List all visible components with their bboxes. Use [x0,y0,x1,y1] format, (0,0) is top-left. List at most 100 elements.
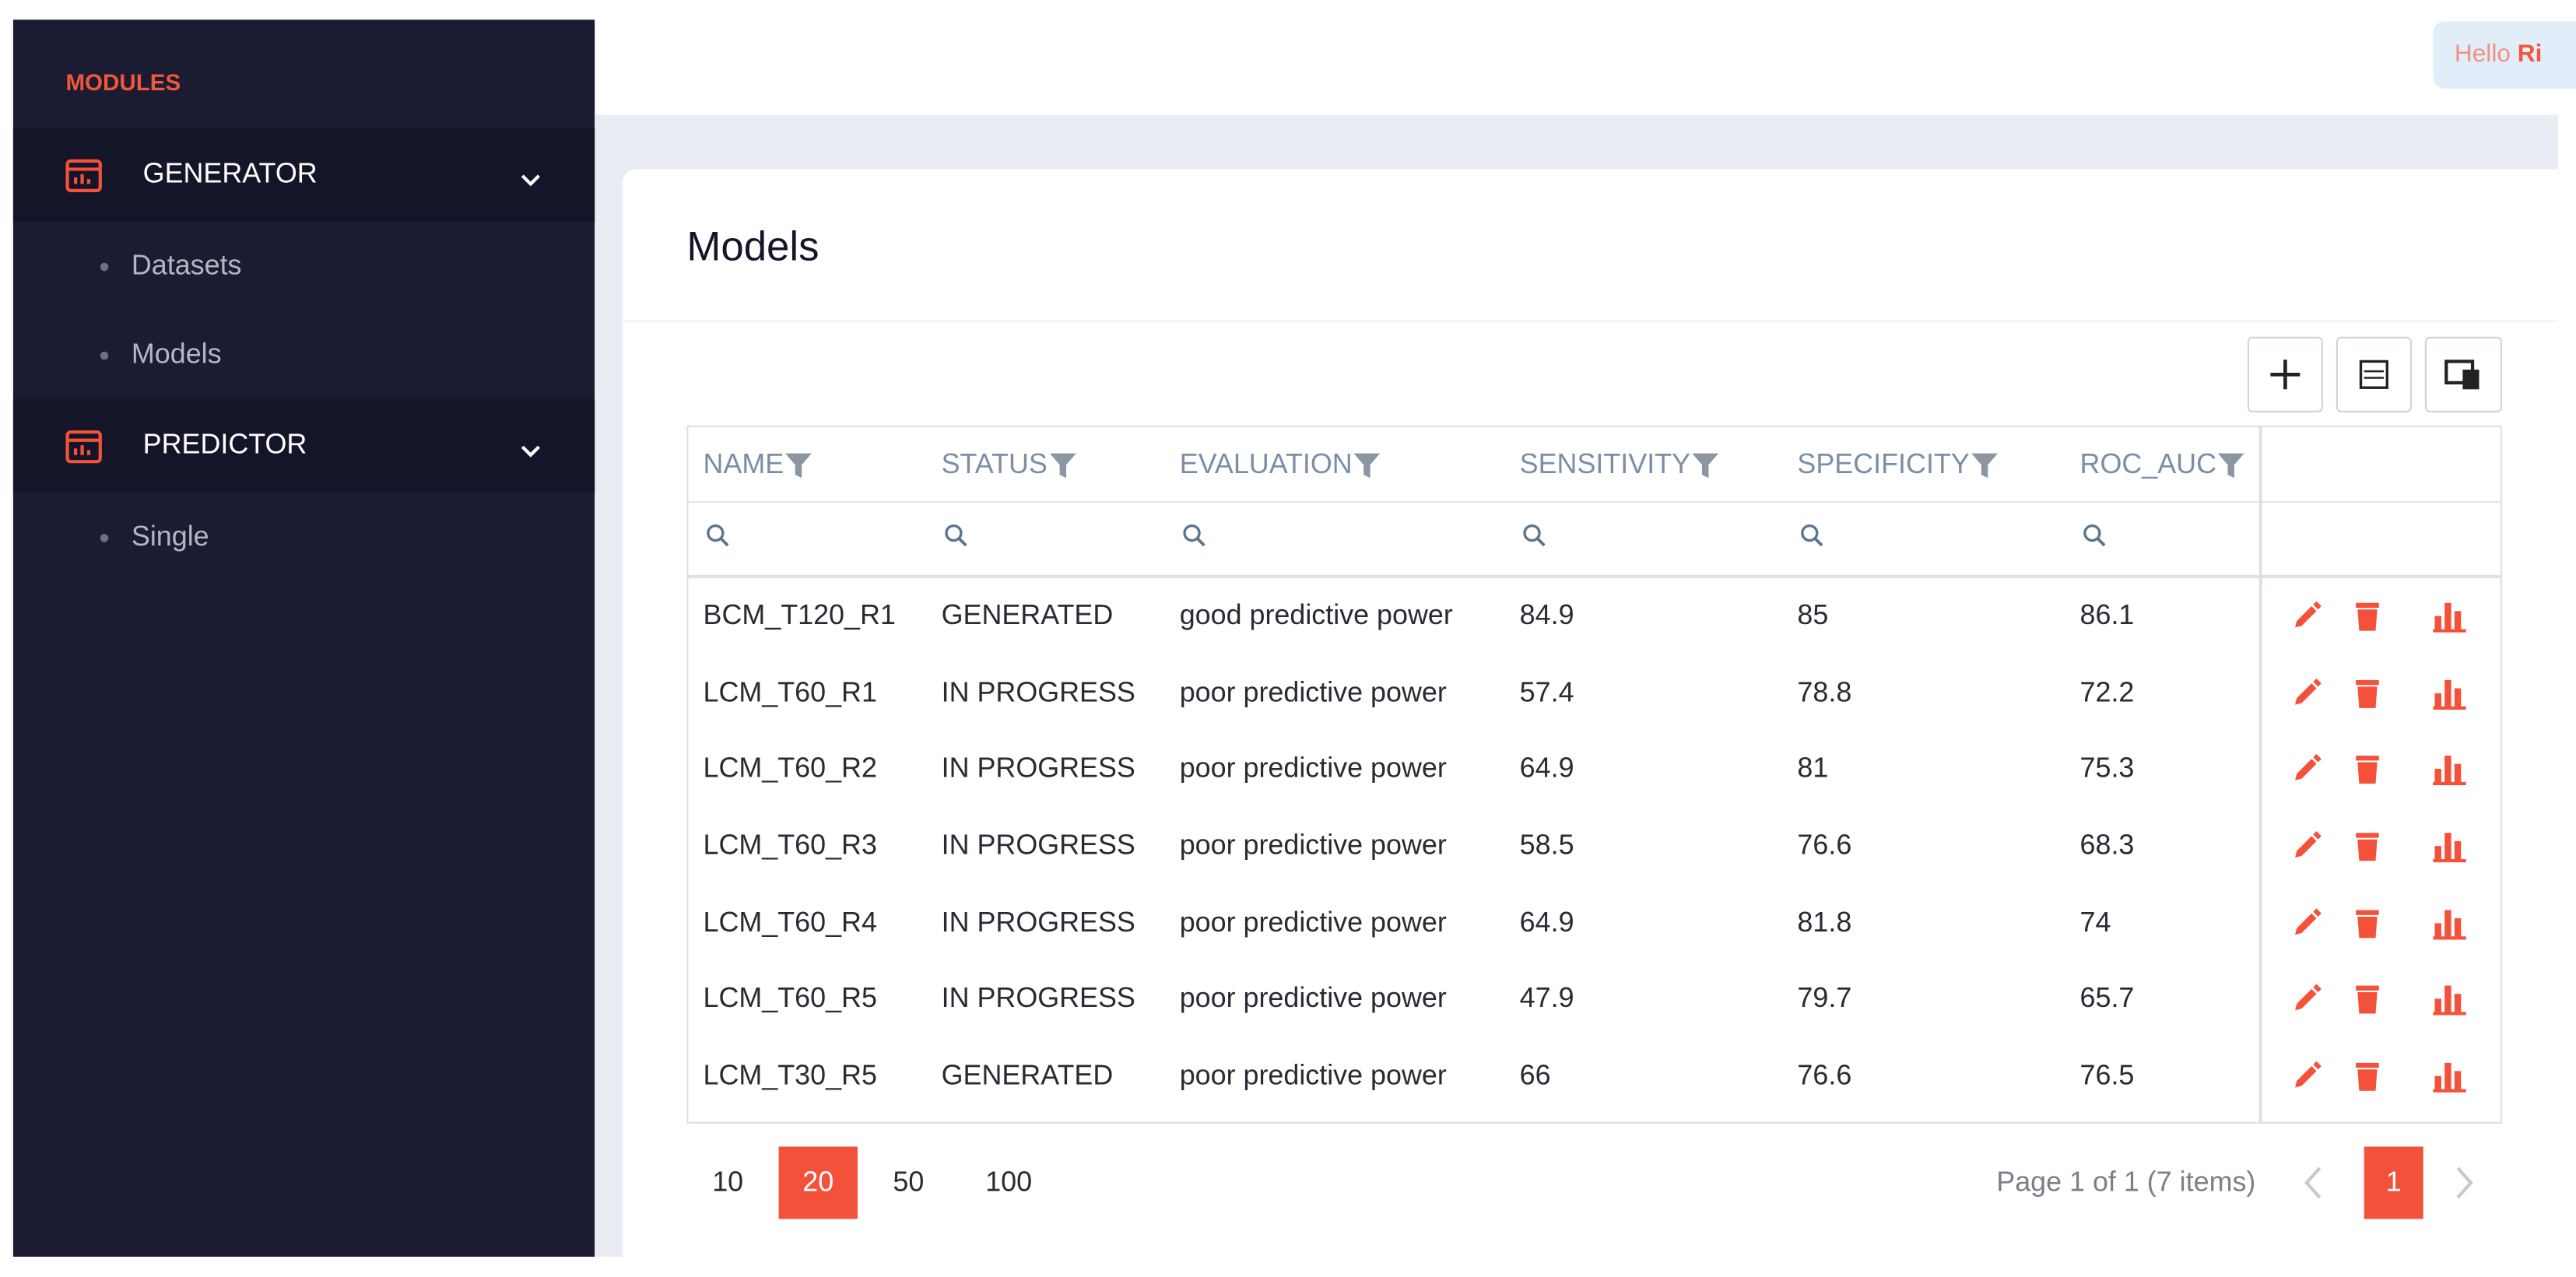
chart-button[interactable] [2431,753,2467,786]
menu-chevron [519,167,542,187]
page-size[interactable]: 50 [893,1166,925,1198]
edit-button[interactable] [2290,983,2326,1016]
table-cell: 66 [1519,1059,1551,1091]
column-filter[interactable] [784,450,813,479]
column-filter[interactable] [1048,450,1077,479]
column-header[interactable]: EVALUATION [1180,448,1382,481]
edit-button[interactable] [2290,830,2326,862]
page-size-active [778,1146,858,1219]
filter-icon [785,453,812,479]
column-search[interactable] [1521,522,1548,549]
export-xlsx-button[interactable] [2336,336,2412,412]
edit-button[interactable] [2290,1060,2326,1093]
edit-button[interactable] [2290,600,2326,633]
chart-button[interactable] [2431,600,2467,633]
table-cell: LCM_T30_R5 [703,1059,877,1091]
table-cell: 65.7 [2079,983,2135,1015]
table-cell: 75.3 [2079,753,2135,784]
edit-button[interactable] [2290,907,2326,939]
chart-button[interactable] [2431,907,2467,939]
delete-button[interactable] [2351,600,2387,633]
table-cell: IN PROGRESS [941,906,1135,938]
edit-button[interactable] [2290,676,2326,709]
column-search[interactable] [2082,522,2108,549]
column-search[interactable] [943,522,970,549]
menu-bullet [100,262,109,272]
table-cell: 64.9 [1519,906,1574,938]
column-filter[interactable] [1690,450,1720,479]
delete-icon [2356,833,2379,861]
delete-button[interactable] [2351,1060,2387,1093]
table-cell: 86.1 [2079,599,2135,631]
table-cell: IN PROGRESS [941,830,1135,861]
menu-group[interactable] [12,128,595,222]
filter-icon [1971,453,1998,479]
table-cell: 79.7 [1797,983,1852,1015]
user-name: Ri [2517,40,2543,68]
prev-icon [2304,1166,2322,1199]
column-search[interactable] [1181,522,1208,549]
table-cell: LCM_T60_R1 [703,676,877,708]
menu-bullet [100,534,109,542]
table-cell: 57.4 [1519,676,1574,708]
page-size[interactable]: 100 [985,1166,1033,1198]
column-title: EVALUATION [1179,448,1353,480]
grid-line [2258,426,2262,1122]
table-cell: IN PROGRESS [941,676,1135,708]
edit-icon [2295,831,2322,858]
menu-group-label: PREDICTOR [142,428,307,461]
menu-group[interactable] [12,398,595,493]
chart-button[interactable] [2431,676,2467,710]
menu-item[interactable]: Datasets [131,249,242,281]
edit-button[interactable] [2290,753,2326,786]
delete-button[interactable] [2351,983,2387,1016]
edit-icon [2295,984,2322,1011]
edit-icon [2295,754,2322,781]
column-title: ROC_AUC [2079,448,2217,480]
current-page-box[interactable] [2364,1146,2423,1219]
table-cell: 81 [1797,753,1829,784]
column-header[interactable]: SENSITIVITY [1520,448,1720,481]
chart-button[interactable] [2431,1060,2467,1093]
chart-icon [2433,986,2466,1016]
chart-icon [2433,679,2466,710]
xlsx-icon [2359,360,2388,389]
table-cell: 81.8 [1797,906,1852,938]
delete-button[interactable] [2351,830,2387,862]
prev-page[interactable] [2300,1165,2326,1201]
delete-button[interactable] [2351,676,2387,709]
column-filter[interactable] [1353,450,1382,479]
page-size[interactable]: 10 [712,1166,744,1198]
column-chooser-button[interactable] [2424,336,2503,412]
column-filter[interactable] [1970,450,1999,479]
delete-button[interactable] [2351,753,2387,786]
column-search[interactable] [705,522,732,549]
chart-button[interactable] [2431,983,2467,1016]
page-size[interactable]: 20 [802,1166,834,1198]
column-header[interactable]: ROC_AUC [2080,448,2246,481]
next-page[interactable] [2451,1165,2478,1201]
delete-icon [2356,679,2379,708]
table-cell: poor predictive power [1179,676,1447,708]
column-title: NAME [703,448,784,480]
delete-button[interactable] [2351,907,2387,939]
menu-item[interactable]: Models [131,338,222,370]
module-icon [65,430,102,464]
table-cell: LCM_T60_R2 [703,753,877,784]
table-cell: 76.6 [1797,830,1852,861]
menu-chevron [519,439,542,458]
column-filter[interactable] [2216,450,2246,479]
add-button[interactable] [2247,336,2323,412]
edit-icon [2295,907,2322,935]
column-header[interactable]: STATUS [942,448,1077,481]
column-header[interactable]: NAME [704,448,814,481]
column-header[interactable]: SPECIFICITY [1797,448,1999,481]
menu-item[interactable]: Single [131,521,209,553]
column-search[interactable] [1799,522,1826,549]
table-cell: 68.3 [2079,830,2135,861]
page-title: Models [686,224,819,271]
table-cell: poor predictive power [1179,906,1447,938]
chart-button[interactable] [2431,830,2467,863]
edit-icon [2295,1061,2322,1088]
